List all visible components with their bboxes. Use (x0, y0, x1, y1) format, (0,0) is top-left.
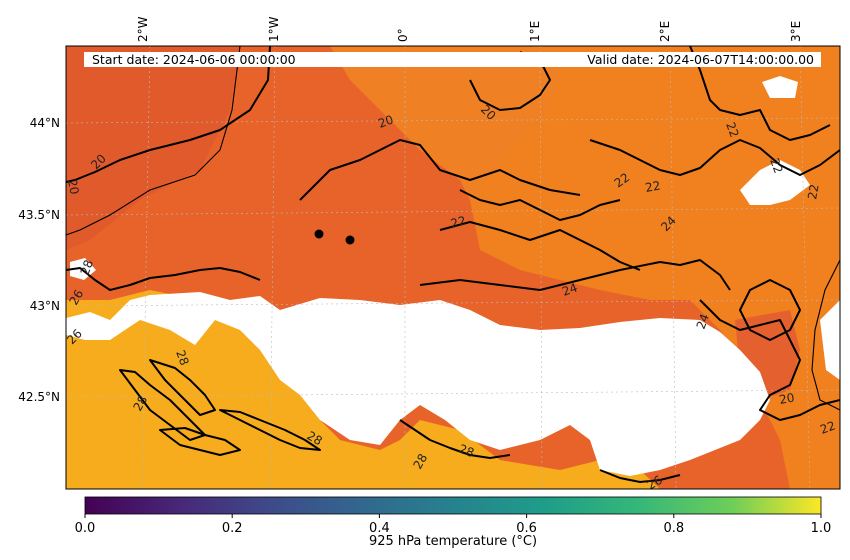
contour-20-southeast (739, 279, 801, 341)
contour-22-bands (459, 189, 621, 221)
contour-label: 24 (694, 312, 712, 331)
contour-label: 24 (560, 280, 579, 298)
contour-label: 22 (723, 120, 741, 139)
missing-data-region (66, 292, 770, 476)
contour-label: 28 (410, 451, 430, 471)
contour-22-southeast (699, 299, 840, 421)
contour-28-sw-1 (149, 359, 216, 416)
contour-label: 28 (78, 258, 96, 277)
coastline-line (66, 46, 241, 236)
temperature-field-yellow (66, 290, 660, 489)
colorbar-tick-label: 0.6 (516, 521, 537, 536)
location-marker-2 (345, 235, 355, 245)
border-line-east (811, 259, 840, 411)
contour-label: 28 (305, 428, 325, 448)
colorbar-tick-label: 0.4 (369, 521, 390, 536)
map-frame (65, 45, 841, 490)
longitude-labels: 2°W 1°W 0° 1°E 2°E 3°E (136, 16, 803, 42)
missing-data-patch-e (820, 300, 840, 380)
colorbar-tick-label: 1.0 (811, 521, 832, 536)
lat-label: 44°N (30, 116, 60, 130)
contour-label: 22 (644, 179, 661, 195)
contour-20-east (589, 139, 840, 176)
lon-label: 1°W (267, 16, 281, 42)
colorbar-tick-label: 0.0 (75, 521, 96, 536)
contour-label: 28 (173, 348, 191, 367)
contour-label: 22 (818, 418, 837, 436)
lon-label: 2°E (658, 21, 672, 42)
contour-label: 22 (767, 156, 785, 175)
contour-24-central (419, 259, 731, 291)
map-panel: 20 20 20 20 22 22 22 22 22 22 24 24 24 2… (65, 46, 840, 493)
lon-label: 2°W (136, 16, 150, 42)
contour-26-west (66, 267, 261, 291)
contour-label: 26 (66, 287, 86, 307)
contour-label: 22 (805, 183, 821, 200)
start-date: Start date: 2024-06-06 00:00:00 (92, 52, 296, 67)
contour-label: 28 (130, 393, 150, 413)
contour-label: 20 (376, 112, 395, 130)
lat-label: 42.5°N (18, 390, 60, 404)
lat-label: 43.5°N (18, 208, 60, 222)
contour-label: 22 (449, 213, 467, 230)
temperature-field-orange (470, 46, 840, 489)
colorbar-tick-label: 0.8 (663, 521, 684, 536)
contour-label: 20 (65, 178, 81, 195)
lon-label: 0° (396, 28, 410, 42)
colorbar-label: 925 hPa temperature (°C) (369, 534, 537, 549)
location-marker-1 (314, 229, 324, 239)
contour-22-central (299, 139, 581, 201)
colorbar: 0.0 0.2 0.4 0.6 0.8 1.0 925 hPa temperat… (75, 496, 832, 549)
contour-28-sw-3 (159, 427, 241, 456)
date-banner (84, 52, 821, 67)
valid-date: Valid date: 2024-06-07T14:00:00.00 (587, 52, 814, 67)
colorbar-gradient (84, 496, 822, 515)
contour-label: 28 (457, 442, 476, 460)
latitude-labels: 44°N 43.5°N 43°N 42.5°N (18, 116, 60, 404)
contour-20-west (66, 46, 271, 183)
lon-label: 1°E (528, 21, 542, 42)
contour-lines (66, 46, 840, 483)
temperature-field-darkred (66, 46, 240, 250)
contour-label-group: 20 20 20 20 22 22 22 22 22 22 24 24 24 2… (65, 102, 837, 493)
contour-label: 20 (778, 391, 795, 407)
temperature-field-orange-2 (330, 46, 560, 200)
lon-label: 3°E (789, 21, 803, 42)
colorbar-tick-label: 0.2 (222, 521, 243, 536)
contour-22-east (689, 46, 831, 141)
contour-22-loops (439, 221, 641, 271)
contour-28-south (399, 419, 511, 459)
contour-26-south (599, 469, 681, 483)
colorbar-ticks (84, 514, 822, 518)
graticule (66, 46, 840, 489)
contour-28-sw-4 (219, 409, 321, 451)
missing-data-patch-ne-2 (762, 76, 798, 98)
lat-label: 43°N (30, 299, 60, 313)
contour-label: 26 (645, 473, 665, 493)
